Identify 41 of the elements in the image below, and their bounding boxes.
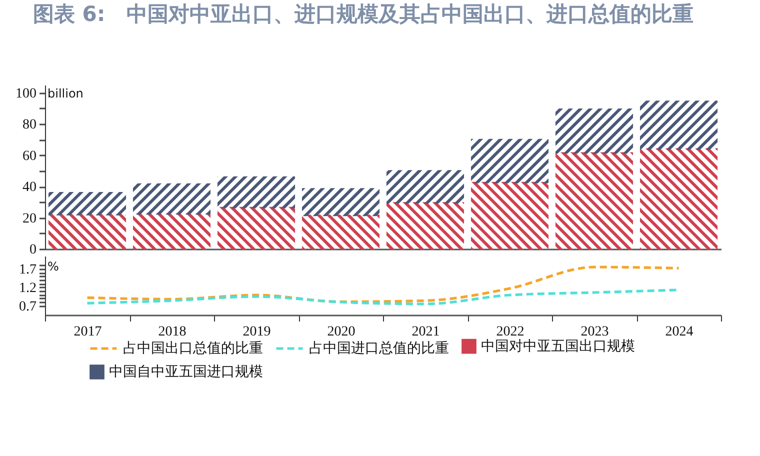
- bar: [217, 176, 296, 208]
- y-tick-label: 0: [30, 242, 36, 258]
- bar: [132, 183, 211, 215]
- x-tick-label: 2019: [242, 324, 271, 340]
- x-tick-label: 2021: [412, 324, 440, 340]
- bar: [386, 170, 464, 204]
- x-tick-label: 2020: [327, 324, 356, 340]
- bar: [555, 152, 634, 250]
- y-axis-title: billion: [48, 86, 84, 100]
- legend-label: 占中国进口总值的比重: [309, 340, 449, 356]
- y-tick-label: 1.7: [19, 262, 36, 278]
- y-axis-title: %: [48, 260, 59, 274]
- bar: [302, 188, 380, 216]
- bar: [48, 214, 126, 250]
- line-series: [86, 266, 680, 304]
- y-tick-label: 80: [22, 118, 36, 133]
- x-tick-label: 2023: [580, 324, 609, 340]
- bar: [302, 214, 380, 250]
- bar: [640, 148, 718, 250]
- bar: [555, 108, 634, 154]
- x-tick-label: 2017: [74, 324, 102, 340]
- x-tick-label: 2022: [496, 324, 524, 340]
- bar: [386, 202, 464, 250]
- bar: [48, 192, 126, 216]
- y-tick-label: 1.2: [19, 280, 36, 296]
- y-tick-label: 40: [22, 180, 36, 196]
- chart-title: 图表 6: 中国对中亚出口、进口规模及其占中国出口、进口总值的比重: [33, 2, 694, 26]
- y-tick-label: 60: [22, 148, 36, 164]
- bar: [470, 138, 549, 184]
- y-tick-label: 100: [16, 86, 36, 102]
- bar: [217, 206, 296, 250]
- x-tick-label: 2024: [665, 324, 694, 340]
- y-tick-label: 20: [22, 211, 36, 226]
- y-tick-label: 0.7: [19, 299, 36, 314]
- x-tick-label: 2018: [158, 324, 186, 340]
- legend-label: 占中国出口总值的比重: [123, 340, 263, 356]
- bar: [132, 213, 211, 250]
- bar: [470, 182, 549, 250]
- bar: [640, 100, 718, 150]
- legend-label: 中国对中亚五国出口规模: [481, 338, 635, 354]
- legend-label: 中国自中亚五国进口规模: [109, 364, 263, 380]
